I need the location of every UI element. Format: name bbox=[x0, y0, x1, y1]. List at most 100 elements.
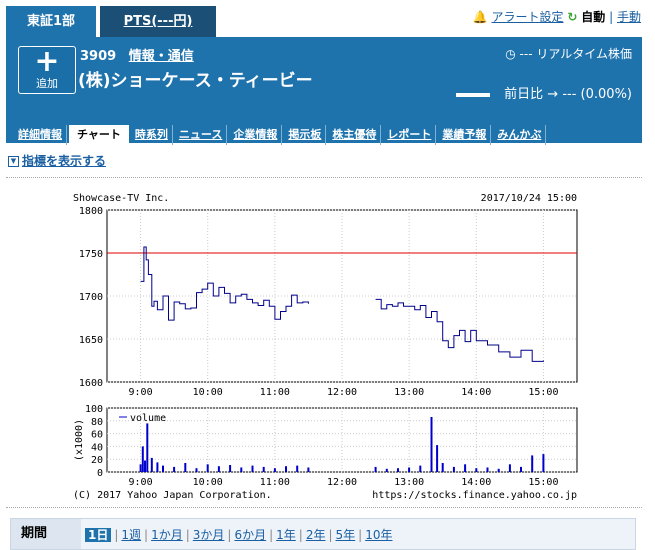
volume-x-tick-label: 14:00 bbox=[461, 477, 491, 488]
volume-bar bbox=[408, 467, 411, 472]
period-option[interactable]: 5年 bbox=[335, 528, 356, 542]
nav-tab[interactable]: みんかぶ bbox=[493, 125, 547, 145]
price-tick-label: 1650 bbox=[79, 335, 103, 346]
period-option[interactable]: 1週 bbox=[121, 528, 142, 542]
volume-plot-area bbox=[106, 407, 578, 473]
period-divider: | bbox=[298, 528, 303, 542]
period-option[interactable]: 10年 bbox=[365, 528, 393, 542]
show-indicators-label: 指標を表示する bbox=[22, 154, 107, 168]
alert-controls: 🔔 アラート設定 ↻ 自動 | 手動 bbox=[473, 8, 641, 25]
alert-divider: | bbox=[609, 10, 614, 24]
price-tick-label: 1800 bbox=[79, 206, 103, 217]
volume-bar bbox=[486, 467, 489, 472]
volume-bar bbox=[374, 466, 377, 472]
volume-bar bbox=[217, 466, 220, 472]
period-option[interactable]: 1か月 bbox=[151, 528, 183, 542]
volume-tick-label: 100 bbox=[85, 404, 103, 415]
volume-bar bbox=[497, 468, 500, 472]
period-divider: | bbox=[227, 528, 232, 542]
alert-settings-link[interactable]: アラート設定 bbox=[491, 10, 564, 24]
tab-pts[interactable]: PTS(---円) bbox=[100, 6, 216, 37]
period-divider: | bbox=[269, 528, 274, 542]
volume-x-tick-label: 9:00 bbox=[129, 477, 153, 488]
nav-tab[interactable]: ニュース bbox=[175, 125, 228, 145]
refresh-icon[interactable]: ↻ bbox=[567, 10, 578, 24]
stock-code-line: 3909 情報・通信 bbox=[80, 45, 194, 64]
manual-refresh-link[interactable]: 手動 bbox=[616, 10, 641, 24]
stock-nav: 詳細情報 チャート 時系列 ニュース 企業情報 掲示板 株主優待 レポート 業績予報 みんかぶ bbox=[14, 123, 548, 145]
price-tick-label: 1700 bbox=[79, 292, 103, 303]
volume-bar bbox=[273, 468, 276, 472]
add-button-label: 追加 bbox=[36, 77, 58, 90]
volume-tick-label: 60 bbox=[91, 430, 103, 441]
volume-bar bbox=[229, 465, 232, 472]
arrow-right-icon: → bbox=[547, 87, 559, 102]
price-x-tick-label: 11:00 bbox=[260, 387, 290, 398]
stock-header: + 追加 3909 情報・通信 (株)ショーケース・ティービー ◷ --- リア… bbox=[6, 37, 642, 145]
period-option[interactable]: 3か月 bbox=[192, 528, 225, 542]
stock-code: 3909 bbox=[80, 49, 117, 64]
period-options: 1日 | 1週 | 1か月 | 3か月 | 6か月 | 1年 | 2年 | 5年 | 10年 bbox=[85, 526, 396, 543]
period-option[interactable]: 6か月 bbox=[234, 528, 267, 542]
price-placeholder bbox=[455, 92, 490, 97]
source-url: https://stocks.finance.yahoo.co.jp bbox=[372, 490, 577, 501]
volume-tick-label: 40 bbox=[91, 442, 103, 453]
add-portfolio-button[interactable]: + 追加 bbox=[18, 46, 76, 94]
plus-icon: + bbox=[34, 44, 60, 79]
price-x-tick-label: 14:00 bbox=[461, 387, 491, 398]
volume-bar bbox=[452, 466, 455, 472]
bell-icon: 🔔 bbox=[472, 10, 488, 24]
period-divider: | bbox=[185, 528, 190, 542]
volume-bar bbox=[139, 464, 142, 472]
period-divider: | bbox=[328, 528, 333, 542]
volume-bar bbox=[150, 457, 153, 472]
nav-tab[interactable]: 掲示板 bbox=[284, 125, 327, 145]
price-x-tick-label: 9:00 bbox=[129, 387, 153, 398]
nav-tab[interactable]: レポート bbox=[383, 125, 437, 145]
nav-tab[interactable]: 業績予報 bbox=[438, 125, 492, 145]
period-option[interactable]: 2年 bbox=[305, 528, 326, 542]
nav-tab[interactable]: 企業情報 bbox=[229, 125, 283, 145]
period-option[interactable]: 1日 bbox=[85, 528, 112, 542]
tab-tse-first-section[interactable]: 東証1部 bbox=[6, 6, 96, 37]
nav-tab[interactable]: チャート bbox=[69, 125, 129, 145]
volume-bar bbox=[146, 423, 149, 472]
volume-legend-label: volume bbox=[130, 413, 166, 424]
auto-refresh-toggle[interactable]: 自動 bbox=[581, 10, 606, 24]
volume-bar bbox=[206, 464, 209, 472]
show-indicators-link[interactable]: ▼ 指標を表示する bbox=[8, 152, 106, 169]
volume-bar bbox=[441, 463, 444, 472]
divider bbox=[6, 507, 642, 508]
volume-bar bbox=[251, 465, 254, 472]
volume-tick-label: 80 bbox=[91, 417, 103, 428]
price-x-tick-label: 15:00 bbox=[528, 387, 558, 398]
company-name: (株)ショーケース・ティービー bbox=[78, 71, 313, 91]
nav-tab[interactable]: 時系列 bbox=[131, 125, 173, 145]
volume-x-tick-label: 11:00 bbox=[260, 477, 290, 488]
price-tick-label: 1750 bbox=[79, 249, 103, 260]
volume-bar bbox=[397, 468, 399, 472]
price-x-tick-label: 10:00 bbox=[193, 387, 223, 398]
period-option[interactable]: 1年 bbox=[276, 528, 296, 542]
volume-bar bbox=[307, 467, 310, 472]
divider bbox=[6, 177, 642, 178]
nav-tab[interactable]: 詳細情報 bbox=[14, 125, 67, 145]
volume-bar bbox=[144, 460, 146, 472]
volume-x-tick-label: 10:00 bbox=[193, 477, 223, 488]
volume-bar bbox=[285, 466, 287, 472]
period-selector: 期間 1日 | 1週 | 1か月 | 3か月 | 6か月 | 1年 | 2年 | 5年 | 10年 bbox=[10, 518, 636, 550]
volume-bar bbox=[520, 466, 522, 472]
change-value: --- bbox=[562, 87, 577, 102]
industry-link[interactable]: 情報・通信 bbox=[128, 49, 194, 64]
volume-bar bbox=[162, 465, 164, 472]
market-tabs: 東証1部 PTS(---円) 🔔 アラート設定 ↻ 自動 | 手動 bbox=[0, 0, 655, 37]
price-series-line bbox=[140, 246, 309, 321]
nav-tab[interactable]: 株主優待 bbox=[328, 125, 382, 145]
volume-tick-label: 0 bbox=[97, 468, 103, 479]
period-label: 期間 bbox=[11, 519, 81, 549]
volume-tick-label: 20 bbox=[91, 455, 103, 466]
volume-bar bbox=[195, 468, 198, 472]
volume-bar bbox=[464, 464, 467, 472]
price-x-tick-label: 13:00 bbox=[394, 387, 424, 398]
